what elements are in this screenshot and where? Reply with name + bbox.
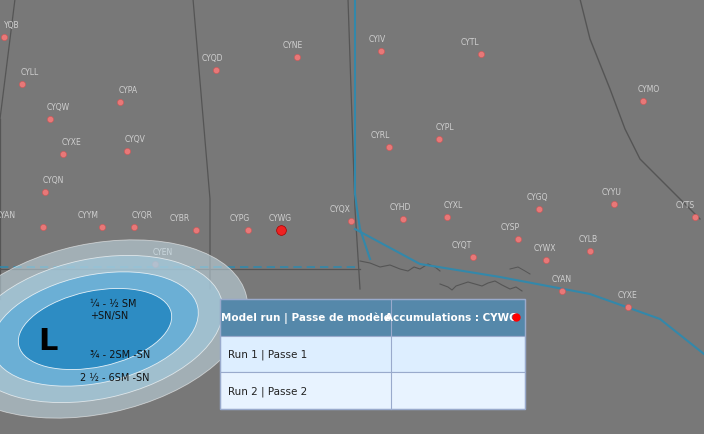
Text: CYWG: CYWG: [268, 214, 291, 223]
Text: CYXE: CYXE: [618, 290, 638, 299]
Text: CYXE: CYXE: [61, 138, 81, 147]
Text: CYYU: CYYU: [602, 187, 622, 197]
Ellipse shape: [18, 289, 172, 370]
Ellipse shape: [0, 272, 199, 386]
Text: Run 2 | Passe 2: Run 2 | Passe 2: [228, 385, 307, 396]
Text: CYIV: CYIV: [368, 35, 386, 44]
Text: CYEN: CYEN: [153, 247, 173, 256]
Text: CYQN: CYQN: [42, 176, 63, 184]
Text: CYSP: CYSP: [501, 223, 520, 231]
Text: CYYM: CYYM: [77, 210, 99, 220]
Text: CYWX: CYWX: [534, 243, 556, 253]
Text: CYQX: CYQX: [329, 204, 351, 214]
Text: L: L: [38, 327, 58, 356]
Bar: [220, 299, 525, 336]
Text: 2 ½ - 6SM -SN: 2 ½ - 6SM -SN: [80, 372, 149, 382]
Text: CYLL: CYLL: [21, 68, 39, 77]
Ellipse shape: [0, 240, 248, 418]
Text: CYQW: CYQW: [46, 103, 70, 112]
Text: CYTS: CYTS: [675, 201, 695, 210]
Text: CYPG: CYPG: [230, 214, 250, 223]
Text: CYBR: CYBR: [170, 214, 190, 223]
Text: CYXL: CYXL: [444, 201, 463, 210]
Text: CYQR: CYQR: [132, 210, 153, 220]
Text: CYPL: CYPL: [436, 123, 454, 132]
Text: ¼ - ½ SM
+SN/SN: ¼ - ½ SM +SN/SN: [90, 298, 137, 320]
Text: CYQT: CYQT: [452, 240, 472, 250]
Text: Model run | Passe de modèle: Model run | Passe de modèle: [220, 312, 390, 323]
Text: CYHD: CYHD: [389, 203, 410, 211]
Text: CYPA: CYPA: [118, 86, 137, 95]
Text: CYGQ: CYGQ: [527, 193, 548, 201]
Bar: [220, 336, 525, 372]
Text: CYTL: CYTL: [460, 38, 479, 47]
Text: Accumulations : CYWG: Accumulations : CYWG: [385, 312, 517, 322]
Text: CYAN: CYAN: [552, 274, 572, 283]
Text: CYNE: CYNE: [283, 41, 303, 50]
Bar: [220, 299, 525, 409]
Text: Run 1 | Passe 1: Run 1 | Passe 1: [228, 349, 307, 359]
Text: CYRL: CYRL: [370, 131, 390, 140]
Bar: [220, 372, 525, 409]
Text: ¾ - 2SM -SN: ¾ - 2SM -SN: [90, 349, 150, 359]
Text: CYQV: CYQV: [125, 135, 146, 144]
Text: YQB: YQB: [4, 21, 20, 30]
Text: CYAN: CYAN: [0, 210, 16, 220]
Text: CYMO: CYMO: [638, 85, 660, 94]
Ellipse shape: [0, 256, 223, 403]
Text: CYQD: CYQD: [201, 54, 222, 63]
Text: CYLB: CYLB: [579, 234, 598, 243]
